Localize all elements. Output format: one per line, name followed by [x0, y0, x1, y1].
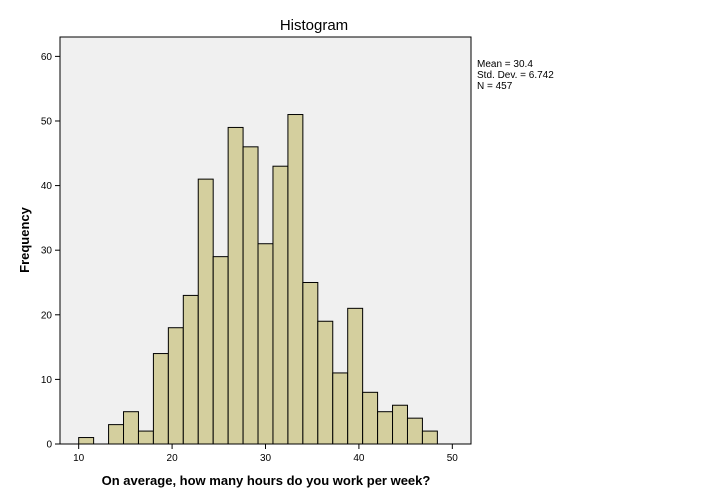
histogram-bar-19 — [362, 391, 379, 445]
histogram-bar-14 — [287, 114, 304, 445]
histogram-bar-11 — [242, 146, 259, 445]
histogram-bar-5 — [152, 353, 169, 445]
histogram-bar-13 — [272, 165, 289, 445]
histogram-bar-4 — [137, 430, 154, 445]
histogram-bar-10 — [227, 126, 244, 445]
y-axis-label: Frequency — [17, 206, 32, 273]
histogram-bar-17 — [332, 372, 349, 445]
histogram-bar-18 — [347, 307, 364, 445]
histogram-bar-22 — [406, 417, 423, 445]
histogram-bar-16 — [317, 320, 334, 445]
histogram-bar-3 — [123, 411, 139, 445]
x-tick-label: 40 — [353, 453, 365, 464]
x-tick-label: 10 — [73, 453, 85, 464]
y-tick-label: 60 — [41, 52, 53, 63]
y-tick-label: 30 — [41, 246, 53, 257]
histogram-bar-0 — [78, 437, 95, 445]
x-axis-label: On average, how many hours do you work p… — [102, 473, 431, 488]
histogram-bar-23 — [421, 430, 438, 445]
y-tick-label: 0 — [46, 440, 52, 451]
histogram-bar-7 — [182, 294, 199, 445]
y-tick-label: 20 — [41, 310, 53, 321]
y-tick-label: 10 — [41, 375, 53, 386]
statistics-legend: Mean = 30.4 Std. Dev. = 6.742 N = 457 — [477, 59, 554, 92]
stat-mean: Mean = 30.4 — [477, 59, 533, 70]
y-tick-label: 50 — [41, 116, 53, 127]
y-tick-label: 40 — [41, 181, 53, 192]
histogram-bar-20 — [377, 411, 394, 445]
stat-std-dev: Std. Dev. = 6.742 — [477, 70, 554, 81]
x-tick-label: 20 — [167, 453, 179, 464]
stat-n: N = 457 — [477, 81, 513, 92]
histogram-bar-9 — [212, 256, 229, 445]
chart-title: Histogram — [280, 17, 348, 34]
histogram-bar-6 — [167, 327, 184, 445]
x-axis-ticks: 10 20 30 40 50 — [73, 444, 458, 464]
x-tick-label: 30 — [260, 453, 272, 464]
histogram-bar-12 — [257, 243, 274, 445]
histogram-bar-8 — [197, 178, 214, 445]
histogram-bar-15 — [302, 281, 319, 445]
histogram-bar-2 — [108, 424, 125, 445]
x-tick-label: 50 — [447, 453, 459, 464]
y-axis-ticks: 0 10 20 30 40 50 60 — [41, 52, 60, 451]
histogram-bar-21 — [392, 404, 408, 445]
